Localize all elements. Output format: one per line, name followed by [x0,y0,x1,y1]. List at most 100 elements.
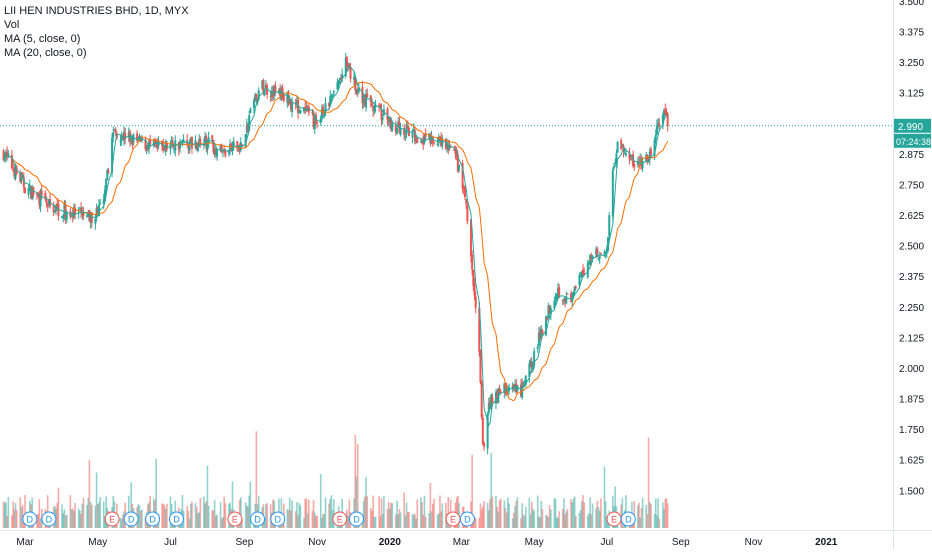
candle-body [344,57,347,77]
volume-bar [347,515,349,528]
event-marker-label: E [109,515,115,525]
candle-body [138,135,141,139]
volume-bar [530,501,533,528]
volume-bar [581,501,583,528]
candle-body [31,188,34,199]
candle-body [244,133,247,148]
candle-body [341,74,344,79]
volume-bar [62,513,64,528]
candle-body [608,215,611,236]
volume-bar [433,498,435,528]
candle-body [230,143,233,151]
volume-bar [71,508,74,528]
volume-bar [263,517,266,528]
volume-bar [447,497,450,528]
candle-body [174,140,177,151]
candle-body [22,177,25,188]
candle-body [431,137,434,144]
volume-bar [431,503,434,528]
candle-body [24,187,27,194]
candle-body [512,384,515,388]
volume-bar [189,503,192,528]
candle-body [336,82,339,90]
volume-bar [437,513,440,528]
volume-bar [138,505,141,528]
volume-bar [589,497,591,528]
volume-bar [64,515,67,528]
candle-body [511,385,514,389]
volume-bar [122,514,124,528]
candle-body [489,400,492,407]
volume-bar [166,503,168,528]
candle-body [365,93,368,108]
candle-body [241,144,244,146]
volume-bar [403,492,405,528]
candle-body [629,158,632,160]
candle-body [245,124,248,133]
candle-body [648,151,651,160]
candle-body [545,316,548,336]
candle-body [81,212,84,216]
volume-bar [653,513,656,528]
candle-body [572,291,575,297]
candle-body [419,141,422,143]
candle-body [388,117,391,124]
candle-body [611,170,614,217]
x-tick-label: Mar [16,537,34,548]
candle-body [105,179,108,192]
volume-bar [12,501,14,528]
candle-body [353,76,356,81]
candle-body [523,382,526,384]
candle-body [362,96,365,104]
y-tick-label: 2.750 [899,180,924,191]
candle-body [162,144,165,150]
candle-body [55,205,58,212]
volume-bar [582,495,584,528]
volume-bar [532,508,534,528]
y-tick-label: 3.375 [899,28,924,39]
candle-body [113,129,116,131]
volume-bar [81,503,84,528]
volume-bar [7,497,10,528]
candle-body [312,112,315,128]
candle-body [516,385,519,392]
y-tick-label: 2.125 [899,333,924,344]
volume-bar [99,496,101,528]
candle-body [196,146,199,151]
candle-body [529,360,532,365]
candle-body [78,209,81,211]
candle-body [161,140,164,146]
volume-bar [231,481,234,528]
legend-vol: Vol [4,19,20,31]
volume-bar [194,502,197,528]
dividend-marker [41,511,57,527]
volume-bar [445,502,447,528]
volume-bar [563,498,565,528]
volume-bar [39,518,42,528]
volume-bar [266,503,268,528]
volume-bar [471,454,473,528]
candle-body [614,162,617,165]
volume-bar [74,503,76,528]
volume-bar [89,502,92,528]
candle-body [188,142,191,151]
volume-bar [550,509,552,528]
candle-body [29,186,32,199]
volume-bar [386,509,389,528]
volume-bar [249,481,252,528]
volume-bar [399,512,402,528]
y-tick-label: 2.875 [899,150,924,161]
volume-bar [24,495,26,528]
candle-body [356,89,359,93]
x-tick-label: Sep [672,537,690,548]
volume-bar [224,503,227,528]
candle-body [471,254,474,270]
candle-body [47,200,50,204]
volume-bar [503,500,506,528]
candle-body [616,141,619,153]
volume-bar [324,497,327,528]
candle-body [96,207,99,215]
candle-body [99,203,102,205]
